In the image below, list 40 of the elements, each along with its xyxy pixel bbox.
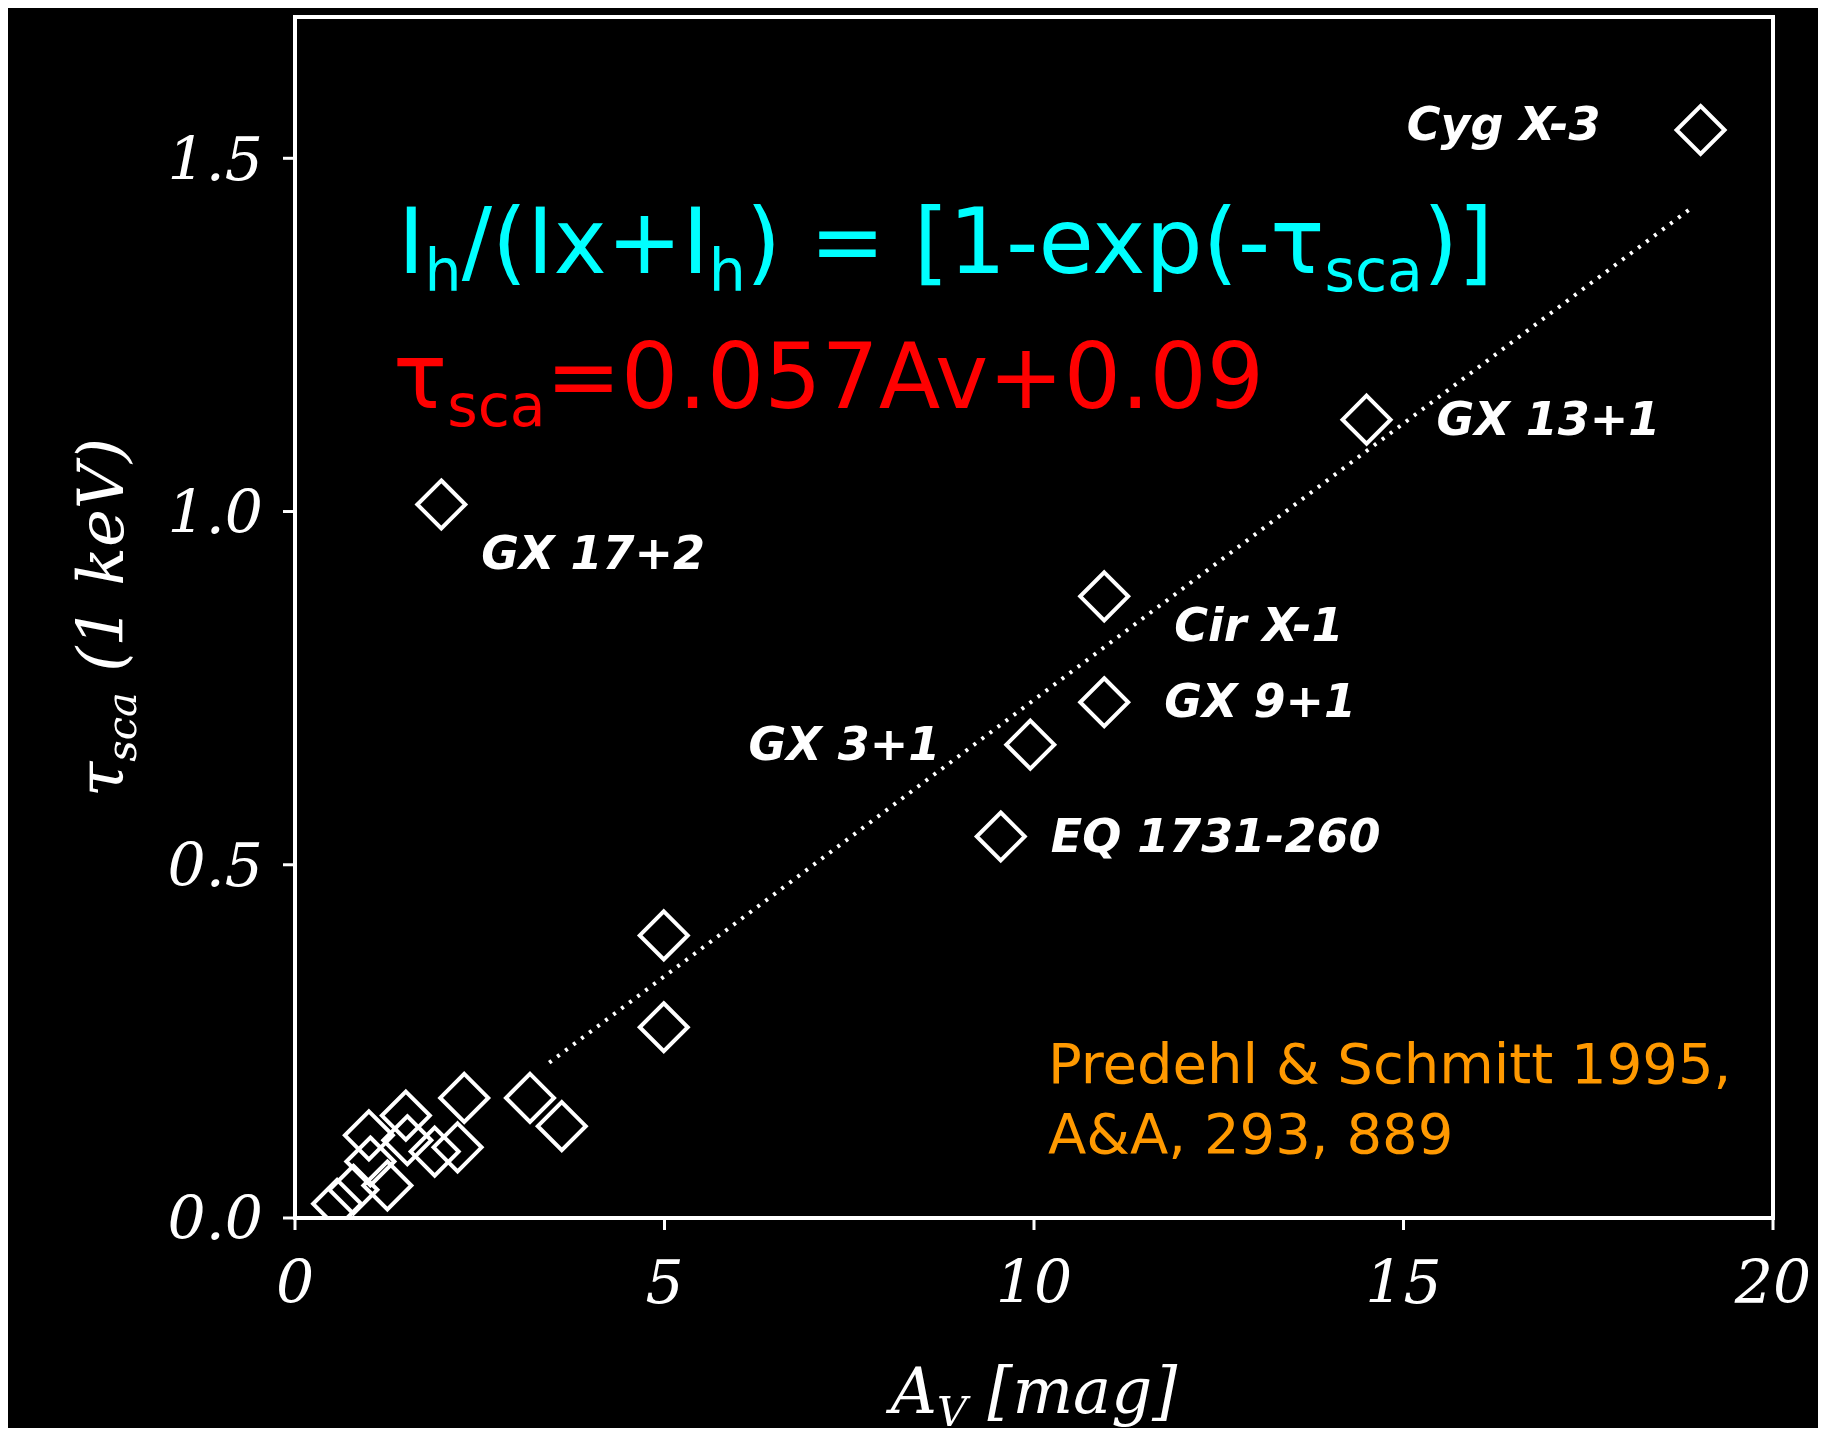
point	[637, 909, 690, 962]
annotation: Cyg X-3	[1406, 97, 1601, 152]
point	[1078, 570, 1131, 623]
point	[1340, 393, 1393, 446]
point	[1674, 104, 1727, 157]
y-tick-label: 0.0	[167, 1183, 263, 1254]
annotation: Cir X-1	[1174, 598, 1344, 653]
x-tick-label: 5	[645, 1246, 684, 1317]
x-axis-title: A$_{V}$ [mag]	[885, 1354, 1179, 1436]
point	[637, 1001, 690, 1054]
x-tick-label: 10	[995, 1246, 1073, 1317]
point	[431, 1121, 484, 1174]
point	[438, 1071, 491, 1124]
annotation: Predehl & Schmitt 1995, A&A, 293, 889	[1048, 1031, 1732, 1166]
point	[974, 810, 1027, 863]
annotation: I$_{h}$/(Ix+I$_{h}$) = [1-exp(-τ$_{sca}$)]	[398, 189, 1494, 305]
x-tick-label: 15	[1365, 1246, 1442, 1317]
point	[381, 1114, 434, 1167]
point	[535, 1100, 588, 1153]
x-tick-label: 20	[1733, 1246, 1812, 1317]
annotation: GX 17+2	[481, 526, 706, 581]
annotation: GX 13+1	[1436, 391, 1661, 446]
point	[361, 1159, 414, 1212]
point	[415, 478, 468, 531]
point	[344, 1135, 397, 1188]
y-tick-label: 1.0	[167, 476, 263, 547]
point	[504, 1071, 556, 1124]
point	[379, 1089, 432, 1142]
point	[1004, 718, 1057, 771]
point	[1078, 676, 1131, 729]
point	[327, 1163, 380, 1216]
x-tick-label: 0	[275, 1246, 315, 1317]
y-tick-label: 1.5	[167, 123, 263, 194]
point	[408, 1125, 461, 1178]
point	[342, 1109, 395, 1162]
y-tick-label: 0.5	[167, 830, 263, 901]
annotation: EQ 1731-260	[1050, 808, 1381, 863]
annotation: τ$_{sca}$=0.057Av+0.09	[393, 324, 1265, 440]
annotation: GX 3+1	[748, 716, 941, 771]
annotation: GX 9+1	[1164, 674, 1356, 729]
